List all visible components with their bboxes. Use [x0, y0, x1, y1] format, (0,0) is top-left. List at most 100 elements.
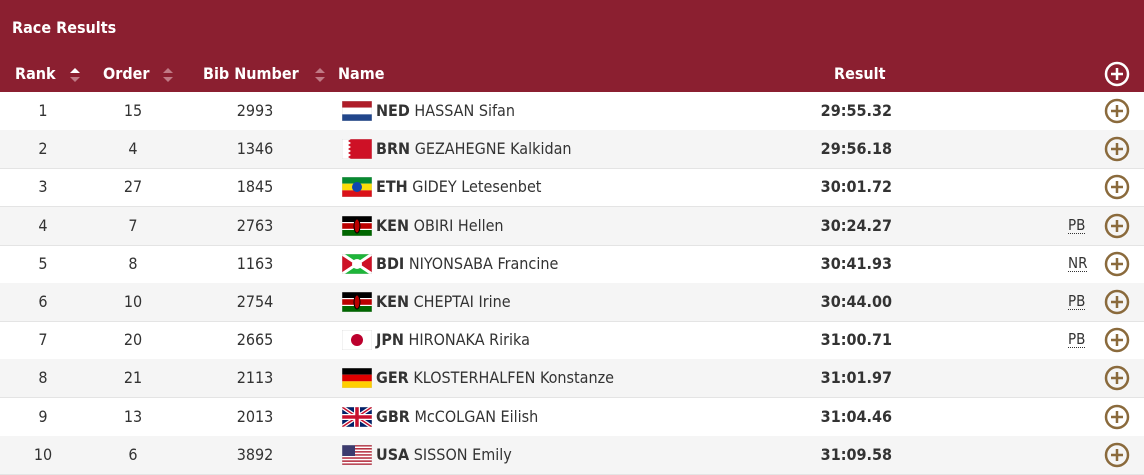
- bib-number: 1346: [236, 139, 274, 159]
- flag-icon: [342, 101, 372, 121]
- expand-row-icon[interactable]: [1104, 404, 1130, 430]
- table-row: 3 27 1845 ETH GIDEY Letesenbet 30:01.72: [0, 168, 1144, 208]
- column-header: Result: [834, 64, 886, 83]
- rank: 5: [38, 253, 48, 273]
- table-row: 9 13 2013 GBR McCOLGAN Eilish 31:04.46: [0, 398, 1144, 437]
- flag-icon: [342, 292, 372, 312]
- flag-icon: [342, 368, 372, 389]
- expand-row-icon[interactable]: [1104, 327, 1130, 353]
- bib-number: 2665: [236, 330, 274, 350]
- order: 20: [123, 330, 143, 350]
- noc-code: GER: [376, 368, 409, 388]
- order: 21: [123, 368, 143, 388]
- athlete-name: KLOSTERHALFEN Konstanze: [413, 368, 615, 388]
- rank: 7: [38, 330, 48, 350]
- result: 31:09.58: [820, 444, 892, 464]
- column-header[interactable]: Order: [103, 64, 150, 83]
- result: 30:24.27: [820, 215, 892, 235]
- bib-number: 2993: [236, 101, 274, 120]
- athlete: GBR McCOLGAN Eilish: [376, 407, 538, 426]
- expand-row-icon[interactable]: [1104, 365, 1130, 391]
- athlete: ETH GIDEY Letesenbet: [376, 177, 541, 196]
- flag-icon: [342, 177, 372, 198]
- bib-number: 1163: [236, 253, 274, 273]
- athlete-name: GEZAHEGNE Kalkidan: [414, 139, 572, 159]
- flag-icon: [342, 215, 372, 236]
- result: 31:04.46: [820, 406, 892, 426]
- noc-code: JPN: [376, 330, 404, 350]
- bib-number: 2754: [236, 292, 274, 311]
- sort-icon[interactable]: [162, 66, 174, 84]
- athlete: USA SISSON Emily: [376, 445, 512, 464]
- expand-row-icon[interactable]: [1104, 98, 1130, 124]
- expand-row-icon[interactable]: [1104, 251, 1130, 277]
- noc-code: ETH: [376, 177, 408, 197]
- rank: 4: [38, 215, 48, 235]
- noc-code: USA: [376, 444, 410, 464]
- noc-code: GBR: [376, 406, 410, 426]
- athlete-name: NIYONSABA Francine: [408, 253, 559, 273]
- column-header[interactable]: Rank: [15, 64, 56, 83]
- athlete: NED HASSAN Sifan: [376, 101, 515, 120]
- athlete-name: CHEPTAI Irine: [413, 292, 511, 311]
- order: 7: [128, 215, 138, 235]
- athlete: JPN HIRONAKA Ririka: [376, 330, 530, 349]
- table-row: 4 7 2763 KEN OBIRI Hellen 30:24.27 PB: [0, 206, 1144, 246]
- bib-number: 2113: [236, 368, 274, 388]
- noc-code: KEN: [376, 215, 410, 235]
- athlete: KEN OBIRI Hellen: [376, 216, 504, 235]
- result: 29:56.18: [820, 139, 892, 159]
- expand-all-icon[interactable]: [1104, 61, 1130, 87]
- athlete: BDI NIYONSABA Francine: [376, 254, 558, 273]
- order: 6: [128, 444, 138, 464]
- rank: 3: [38, 177, 48, 197]
- order: 4: [128, 139, 138, 159]
- order: 15: [123, 101, 143, 120]
- record-note: PB: [1068, 330, 1086, 349]
- table-row: 1 15 2993 NED HASSAN Sifan 29:55.32: [0, 92, 1144, 131]
- expand-row-icon[interactable]: [1104, 174, 1130, 200]
- result: 30:01.72: [820, 177, 892, 197]
- record-note: NR: [1068, 253, 1088, 272]
- result: 30:41.93: [820, 253, 892, 273]
- athlete: GER KLOSTERHALFEN Konstanze: [376, 368, 614, 387]
- table-row: 6 10 2754 KEN CHEPTAI Irine 30:44.00 PB: [0, 283, 1144, 322]
- flag-icon: [342, 253, 372, 274]
- record-note: PB: [1068, 215, 1086, 234]
- record-note: PB: [1068, 292, 1086, 310]
- athlete-name: GIDEY Letesenbet: [412, 177, 542, 197]
- order: 13: [123, 406, 143, 426]
- noc-code: KEN: [376, 292, 410, 311]
- column-header: Name: [338, 64, 385, 83]
- noc-code: BRN: [376, 139, 411, 159]
- flag-icon: [342, 139, 372, 160]
- column-header[interactable]: Bib Number: [203, 64, 299, 83]
- result: 29:55.32: [820, 101, 892, 120]
- table-row: 5 8 1163 BDI NIYONSABA Francine 30:41.93 NR: [0, 245, 1144, 284]
- sort-icon[interactable]: [314, 66, 326, 84]
- order: 8: [128, 253, 138, 273]
- expand-row-icon[interactable]: [1104, 289, 1130, 315]
- sort-icon[interactable]: [69, 66, 81, 84]
- athlete: BRN GEZAHEGNE Kalkidan: [376, 139, 572, 158]
- expand-row-icon[interactable]: [1104, 213, 1130, 239]
- header-bar: Race Results Rank Order Bib Number Name …: [0, 0, 1144, 92]
- rank: 1: [38, 101, 48, 120]
- flag-icon: [342, 406, 372, 427]
- result: 30:44.00: [820, 292, 892, 311]
- flag-icon: [342, 444, 372, 465]
- expand-row-icon[interactable]: [1104, 442, 1130, 468]
- table-row: 8 21 2113 GER KLOSTERHALFEN Konstanze 31:01.…: [0, 359, 1144, 399]
- result: 31:00.71: [820, 330, 892, 350]
- bib-number: 2013: [236, 406, 274, 426]
- expand-row-icon[interactable]: [1104, 136, 1130, 162]
- athlete-name: HIRONAKA Ririka: [408, 330, 530, 350]
- table-row: 2 4 1346 BRN GEZAHEGNE Kalkidan 29:56.18: [0, 130, 1144, 170]
- result: 31:01.97: [820, 368, 892, 388]
- rank: 8: [38, 368, 48, 388]
- athlete-name: SISSON Emily: [413, 444, 512, 464]
- noc-code: BDI: [376, 253, 405, 273]
- rank: 2: [38, 139, 48, 159]
- rank: 6: [38, 292, 48, 311]
